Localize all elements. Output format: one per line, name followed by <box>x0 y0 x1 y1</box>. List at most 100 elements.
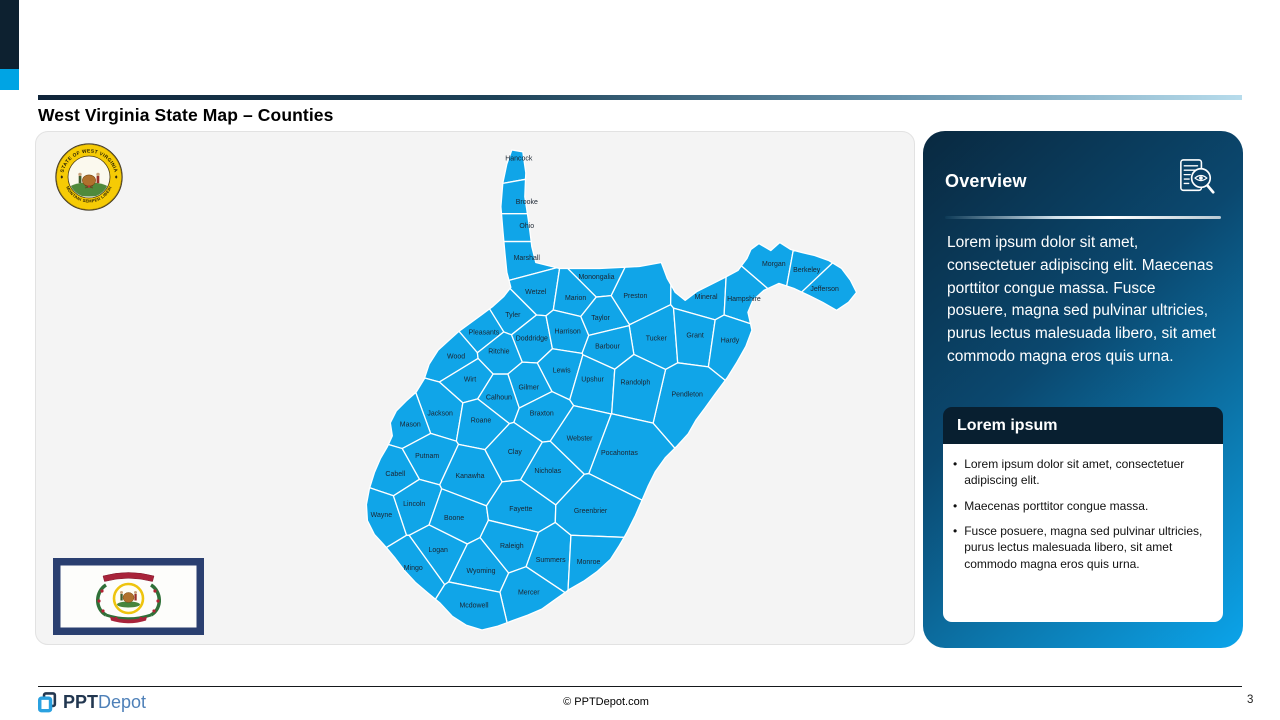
lorem-bullet-item: • Fusce posuere, magna sed pulvinar ultr… <box>953 523 1211 572</box>
county-label-wetzel: Wetzel <box>525 289 547 296</box>
county-label-nicholas: Nicholas <box>534 468 561 475</box>
overview-title: Overview <box>945 171 1027 191</box>
county-label-mineral: Mineral <box>695 294 718 301</box>
county-label-hardy: Hardy <box>721 338 740 345</box>
wv-county-map: Hancock Brooke Ohio Marshall Wetzel Monongali… <box>365 149 858 631</box>
county-shape-mercer <box>499 566 566 624</box>
bullet-glyph: • <box>953 457 958 471</box>
corner-accent-blue <box>0 69 19 90</box>
pptdepot-logo: PPTDepot <box>38 690 146 714</box>
pptdepot-logo-icon <box>38 691 57 712</box>
county-label-pocahontas: Pocahontas <box>601 450 638 457</box>
document-search-icon <box>1180 159 1215 194</box>
county-label-grant: Grant <box>686 333 703 340</box>
county-label-mason: Mason <box>400 421 421 428</box>
county-shape-pendleton <box>652 362 726 449</box>
lorem-ipsum-card: Lorem ipsum • Lorem ipsum dolor sit amet… <box>943 407 1223 622</box>
county-label-hancock: Hancock <box>505 155 533 162</box>
county-label-boone: Boone <box>444 515 464 522</box>
county-label-summers: Summers <box>536 557 566 564</box>
county-label-monongalia: Monongalia <box>579 274 615 281</box>
lorem-card-body: • Lorem ipsum dolor sit amet, consectetu… <box>943 444 1223 622</box>
wv-state-seal: STATE OF WEST VIRGINIA MONTANI SEMPER LI… <box>55 143 123 211</box>
county-label-pendleton: Pendleton <box>671 391 703 398</box>
county-shape-jefferson <box>801 262 858 311</box>
county-label-braxton: Braxton <box>530 410 554 417</box>
county-label-berkeley: Berkeley <box>793 267 821 274</box>
county-label-wyoming: Wyoming <box>466 568 495 575</box>
bullet-text: Fusce posuere, magna sed pulvinar ultric… <box>964 523 1203 571</box>
county-label-randolph: Randolph <box>620 380 650 387</box>
county-label-pleasants: Pleasants <box>469 330 500 337</box>
county-label-lewis: Lewis <box>553 368 571 375</box>
county-label-webster: Webster <box>567 435 593 442</box>
page-number: 3 <box>1247 694 1254 706</box>
county-label-jackson: Jackson <box>427 410 453 417</box>
county-label-brooke: Brooke <box>516 199 538 206</box>
county-label-taylor: Taylor <box>591 315 610 322</box>
county-label-wirt: Wirt <box>464 377 476 384</box>
county-label-tyler: Tyler <box>505 312 521 319</box>
lorem-bullet-item: • Lorem ipsum dolor sit amet, consectetu… <box>953 456 1211 489</box>
county-label-logan: Logan <box>428 547 448 554</box>
seal-scene <box>68 172 110 197</box>
logo-text-ppt: PPT <box>63 691 99 712</box>
county-shape-mcdowell <box>434 581 508 631</box>
county-label-preston: Preston <box>623 293 647 300</box>
county-label-ohio: Ohio <box>519 223 534 230</box>
county-label-jefferson: Jefferson <box>810 286 839 293</box>
county-label-harrison: Harrison <box>554 329 580 336</box>
county-label-doddridge: Doddridge <box>516 336 548 343</box>
county-label-lincoln: Lincoln <box>403 501 425 508</box>
county-shape-morgan <box>740 241 794 290</box>
footer-divider <box>38 686 1242 687</box>
county-label-greenbrier: Greenbrier <box>574 508 608 515</box>
county-label-monroe: Monroe <box>577 559 601 566</box>
county-label-mcdowell: Mcdowell <box>459 603 488 610</box>
footer-copyright: © PPTDepot.com <box>563 696 649 708</box>
logo-text-depot: Depot <box>98 691 147 712</box>
county-label-tucker: Tucker <box>646 336 668 343</box>
overview-divider <box>945 216 1221 219</box>
county-label-clay: Clay <box>508 449 522 456</box>
corner-accent-dark <box>0 0 19 69</box>
county-label-upshur: Upshur <box>581 377 604 384</box>
county-label-hampshire: Hampshire <box>727 296 761 303</box>
bullet-text: Lorem ipsum dolor sit amet, consectetuer… <box>964 457 1185 488</box>
county-label-fayette: Fayette <box>509 506 532 513</box>
bullet-glyph: • <box>953 523 958 538</box>
county-label-marion: Marion <box>565 295 586 302</box>
overview-header: Overview <box>945 157 1221 204</box>
county-label-roane: Roane <box>471 417 492 424</box>
slide-title: West Virginia State Map – Counties <box>38 105 334 125</box>
county-shape-brooke <box>500 178 529 215</box>
county-label-morgan: Morgan <box>762 261 786 268</box>
county-label-kanawha: Kanawha <box>455 473 484 480</box>
county-label-gilmer: Gilmer <box>519 384 540 391</box>
county-shape-hardy <box>707 314 753 381</box>
county-label-wayne: Wayne <box>371 512 393 519</box>
county-label-mercer: Mercer <box>518 590 540 597</box>
county-label-wood: Wood <box>447 354 465 361</box>
lorem-bullet-item: • Maecenas porttitor congue massa. <box>953 498 1211 514</box>
county-label-putnam: Putnam <box>415 453 439 460</box>
wv-state-flag <box>53 558 204 635</box>
lorem-card-title: Lorem ipsum <box>943 407 1223 444</box>
header-gradient-bar <box>38 95 1242 100</box>
county-label-marshall: Marshall <box>514 255 541 262</box>
county-shape-monroe <box>567 534 625 591</box>
county-label-calhoun: Calhoun <box>486 394 512 401</box>
map-panel: Hancock Brooke Ohio Marshall Wetzel Monongali… <box>35 131 915 645</box>
overview-paragraph: Lorem ipsum dolor sit amet, consectetuer… <box>947 234 1216 365</box>
county-label-mingo: Mingo <box>404 565 423 572</box>
bullet-glyph: • <box>953 498 958 513</box>
wv-state-flag-graphic <box>53 558 204 635</box>
county-shape-mingo <box>385 534 446 600</box>
overview-panel: Overview Lorem ipsum dolor sit amet, con… <box>923 131 1243 648</box>
wv-state-seal-graphic: STATE OF WEST VIRGINIA MONTANI SEMPER LI… <box>55 143 123 211</box>
bullet-text: Maecenas porttitor congue massa. <box>964 498 1149 513</box>
county-label-cabell: Cabell <box>385 471 405 478</box>
county-label-ritchie: Ritchie <box>488 349 509 356</box>
county-label-raleigh: Raleigh <box>500 543 524 550</box>
